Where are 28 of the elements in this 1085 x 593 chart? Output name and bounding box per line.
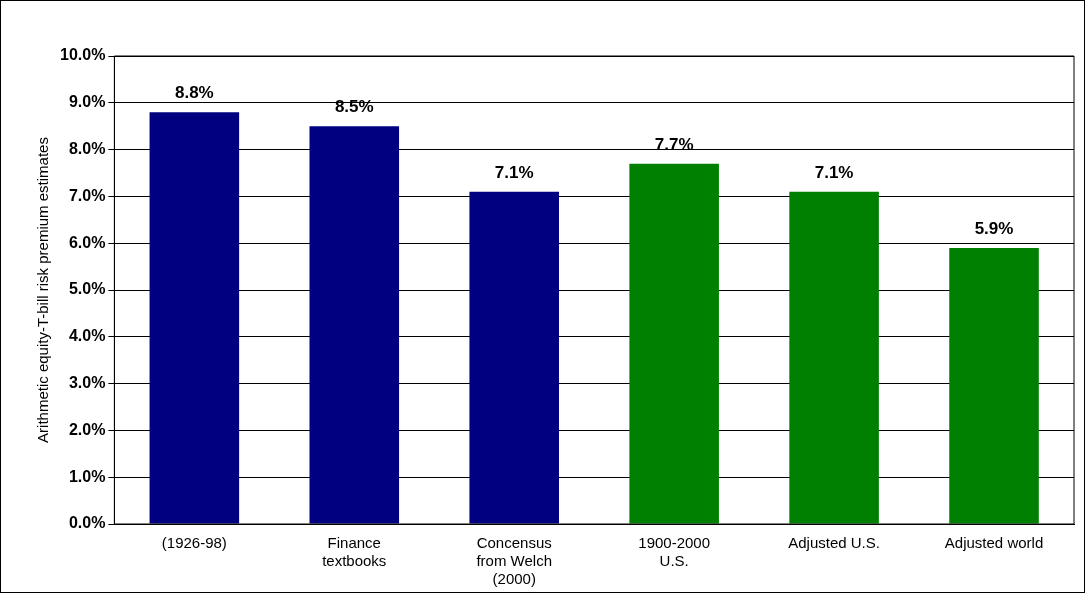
x-tick-label: Adjusted world xyxy=(944,534,1044,552)
x-tick-label: Concensus from Welch (2000) xyxy=(476,534,552,588)
bar xyxy=(469,191,559,524)
y-tick-label: 6.0% xyxy=(68,233,106,251)
y-tick-label: 2.0% xyxy=(68,420,106,438)
x-tick-label: Finance textbooks xyxy=(322,534,387,570)
x-tick-label: (1926-98) xyxy=(161,534,227,552)
y-tick-label: 9.0% xyxy=(68,93,106,111)
bar xyxy=(149,112,240,524)
data-label: 7.1% xyxy=(494,162,534,182)
data-label: 7.1% xyxy=(814,162,854,182)
y-tick-label: 1.0% xyxy=(68,467,106,485)
y-tick-label: 0.0% xyxy=(68,514,106,532)
bar xyxy=(789,191,879,524)
x-tick-label: Adjusted U.S. xyxy=(788,534,880,552)
y-tick-label: 4.0% xyxy=(68,327,106,345)
bar xyxy=(629,163,719,524)
y-tick-label: 3.0% xyxy=(68,374,106,392)
y-tick-label: 5.0% xyxy=(68,280,106,298)
y-tick-label: 7.0% xyxy=(68,186,106,204)
data-label: 8.8% xyxy=(174,83,214,103)
bar xyxy=(309,126,400,524)
data-label: 5.9% xyxy=(974,219,1014,239)
y-tick-label: 10.0% xyxy=(59,46,106,64)
y-tick-label: 8.0% xyxy=(68,140,106,158)
x-tick-label: 1900-2000 U.S. xyxy=(638,534,711,570)
y-axis-title: Arithmetic equity-T-bill risk premium estimates xyxy=(34,137,52,443)
bar xyxy=(949,247,1039,524)
